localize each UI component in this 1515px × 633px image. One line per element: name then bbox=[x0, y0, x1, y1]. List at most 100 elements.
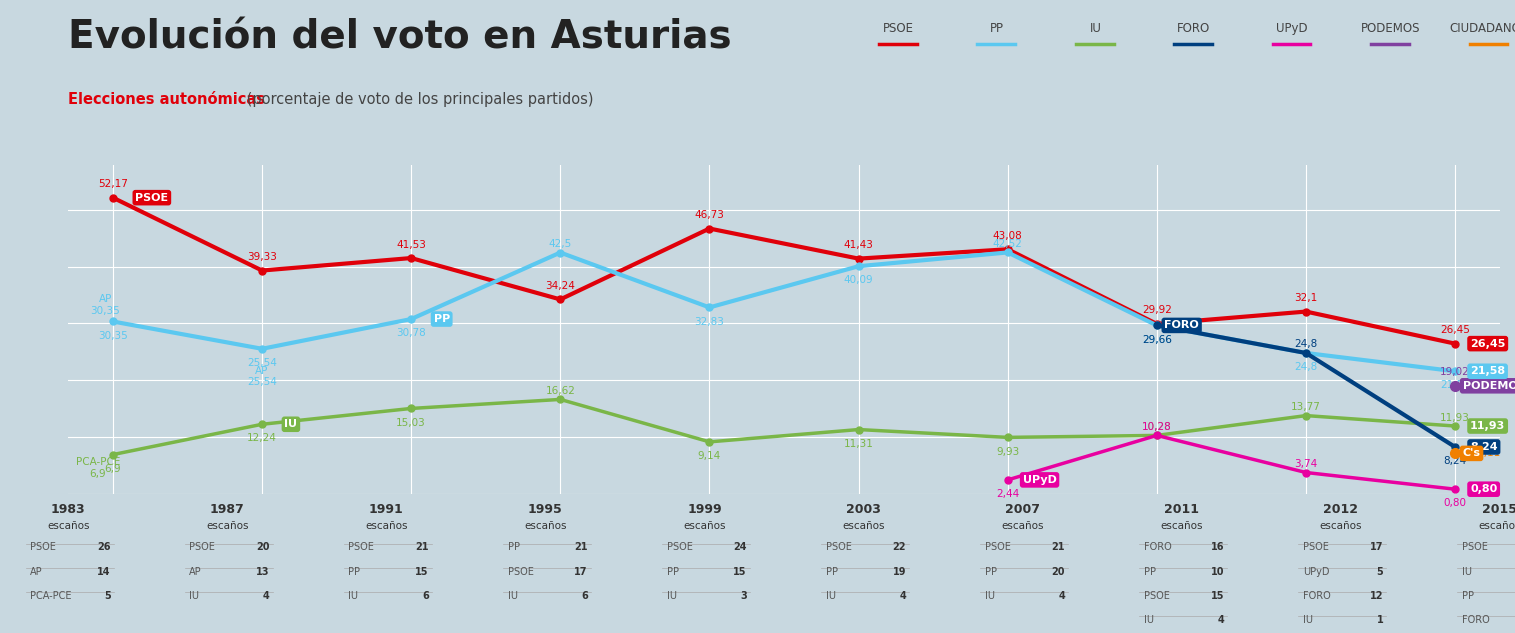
Text: UPyD: UPyD bbox=[1303, 567, 1329, 577]
Text: PSOE: PSOE bbox=[508, 567, 533, 577]
Text: 41,43: 41,43 bbox=[844, 240, 874, 250]
Text: PP: PP bbox=[1462, 591, 1474, 601]
Text: 30,78: 30,78 bbox=[397, 329, 426, 338]
Text: escaños: escaños bbox=[365, 521, 408, 531]
Text: UPyD: UPyD bbox=[1277, 22, 1307, 35]
Text: 4: 4 bbox=[1059, 591, 1065, 601]
Text: PP: PP bbox=[348, 567, 361, 577]
Text: 8,24: 8,24 bbox=[1470, 442, 1498, 452]
Text: 20: 20 bbox=[1051, 567, 1065, 577]
Text: IU: IU bbox=[508, 591, 518, 601]
Text: 0,80: 0,80 bbox=[1470, 484, 1497, 494]
Text: CIUDADANOS: CIUDADANOS bbox=[1450, 22, 1515, 35]
Text: 29,66: 29,66 bbox=[1142, 335, 1171, 344]
Text: Elecciones autonómicas: Elecciones autonómicas bbox=[68, 92, 265, 107]
Text: AP: AP bbox=[189, 567, 201, 577]
Text: PSOE: PSOE bbox=[1144, 591, 1170, 601]
Text: PSOE: PSOE bbox=[985, 542, 1011, 553]
Text: 5: 5 bbox=[105, 591, 111, 601]
Text: PODEMOS: PODEMOS bbox=[1462, 381, 1515, 391]
Text: 15,03: 15,03 bbox=[397, 418, 426, 428]
Text: 13,77: 13,77 bbox=[1291, 402, 1321, 412]
Text: 10: 10 bbox=[1210, 567, 1224, 577]
Text: AP
30,35: AP 30,35 bbox=[91, 294, 120, 316]
Text: 1: 1 bbox=[1377, 615, 1383, 625]
Text: 32,1: 32,1 bbox=[1294, 293, 1318, 303]
Text: 1987: 1987 bbox=[211, 503, 244, 517]
Text: FORO: FORO bbox=[1462, 615, 1489, 625]
Text: PSOE: PSOE bbox=[30, 542, 56, 553]
Text: IU: IU bbox=[1303, 615, 1314, 625]
Text: FORO: FORO bbox=[1303, 591, 1330, 601]
Text: 5: 5 bbox=[1377, 567, 1383, 577]
Text: escaños: escaños bbox=[683, 521, 726, 531]
Text: PP: PP bbox=[826, 567, 838, 577]
Text: 29,92: 29,92 bbox=[1142, 306, 1171, 315]
Text: IU: IU bbox=[285, 419, 297, 429]
Text: 2003: 2003 bbox=[845, 503, 882, 517]
Text: 2,44: 2,44 bbox=[995, 489, 1020, 499]
Text: 19,02: 19,02 bbox=[1441, 367, 1470, 377]
Text: IU: IU bbox=[189, 591, 200, 601]
Text: 30,35: 30,35 bbox=[98, 330, 127, 341]
Text: PSOE: PSOE bbox=[135, 192, 168, 203]
Text: 32,83: 32,83 bbox=[694, 316, 724, 327]
Text: PP: PP bbox=[985, 567, 997, 577]
Text: escaños: escaños bbox=[1479, 521, 1515, 531]
Text: 12: 12 bbox=[1370, 591, 1383, 601]
Text: 20: 20 bbox=[256, 542, 270, 553]
Text: C's: C's bbox=[1462, 448, 1480, 458]
Text: IU: IU bbox=[985, 591, 995, 601]
Text: 2011: 2011 bbox=[1164, 503, 1200, 517]
Text: 42,5: 42,5 bbox=[548, 239, 573, 249]
Text: IU: IU bbox=[348, 591, 359, 601]
Text: 1999: 1999 bbox=[688, 503, 721, 517]
Text: 9,93: 9,93 bbox=[995, 446, 1020, 456]
Text: 3,74: 3,74 bbox=[1294, 459, 1318, 469]
Text: 4: 4 bbox=[900, 591, 906, 601]
Text: 4: 4 bbox=[1218, 615, 1224, 625]
Text: PP: PP bbox=[433, 314, 450, 324]
Text: 1995: 1995 bbox=[529, 503, 562, 517]
Text: 0,80: 0,80 bbox=[1444, 498, 1467, 508]
Text: IU: IU bbox=[1144, 615, 1154, 625]
Text: 42,52: 42,52 bbox=[992, 239, 1023, 249]
Text: 1991: 1991 bbox=[370, 503, 403, 517]
Text: 10,28: 10,28 bbox=[1142, 422, 1171, 432]
Text: escaños: escaños bbox=[1160, 521, 1203, 531]
Text: 24: 24 bbox=[733, 542, 747, 553]
Text: escaños: escaños bbox=[206, 521, 248, 531]
Text: 1983: 1983 bbox=[52, 503, 85, 517]
Text: IU: IU bbox=[1462, 567, 1473, 577]
Text: IU: IU bbox=[667, 591, 677, 601]
Text: 46,73: 46,73 bbox=[694, 210, 724, 220]
Text: 15: 15 bbox=[733, 567, 747, 577]
Text: FORO: FORO bbox=[1165, 320, 1198, 330]
Text: PCA-PCE: PCA-PCE bbox=[30, 591, 71, 601]
Text: 4: 4 bbox=[264, 591, 270, 601]
Text: 13: 13 bbox=[256, 567, 270, 577]
Text: 14: 14 bbox=[97, 567, 111, 577]
Text: PSOE: PSOE bbox=[189, 542, 215, 553]
Text: PP: PP bbox=[667, 567, 679, 577]
Text: 10,28: 10,28 bbox=[1142, 422, 1171, 432]
Text: AP: AP bbox=[30, 567, 42, 577]
Text: FORO: FORO bbox=[1177, 22, 1210, 35]
Text: Evolución del voto en Asturias: Evolución del voto en Asturias bbox=[68, 19, 732, 57]
Text: 15: 15 bbox=[1210, 591, 1224, 601]
Text: 22: 22 bbox=[892, 542, 906, 553]
Text: 11,93: 11,93 bbox=[1441, 413, 1470, 422]
Text: (porcentaje de voto de los principales partidos): (porcentaje de voto de los principales p… bbox=[242, 92, 594, 107]
Text: 21,58: 21,58 bbox=[1441, 380, 1470, 391]
Text: 26,45: 26,45 bbox=[1441, 325, 1470, 335]
Text: 21,58: 21,58 bbox=[1470, 367, 1504, 376]
Text: 26: 26 bbox=[97, 542, 111, 553]
Text: escaños: escaños bbox=[47, 521, 89, 531]
Text: 15: 15 bbox=[415, 567, 429, 577]
Text: 2012: 2012 bbox=[1323, 503, 1359, 517]
Text: 16: 16 bbox=[1210, 542, 1224, 553]
Text: 24,8: 24,8 bbox=[1294, 339, 1318, 349]
Text: 6,9: 6,9 bbox=[105, 464, 121, 473]
Text: PSOE: PSOE bbox=[1462, 542, 1488, 553]
Text: escaños: escaños bbox=[524, 521, 567, 531]
